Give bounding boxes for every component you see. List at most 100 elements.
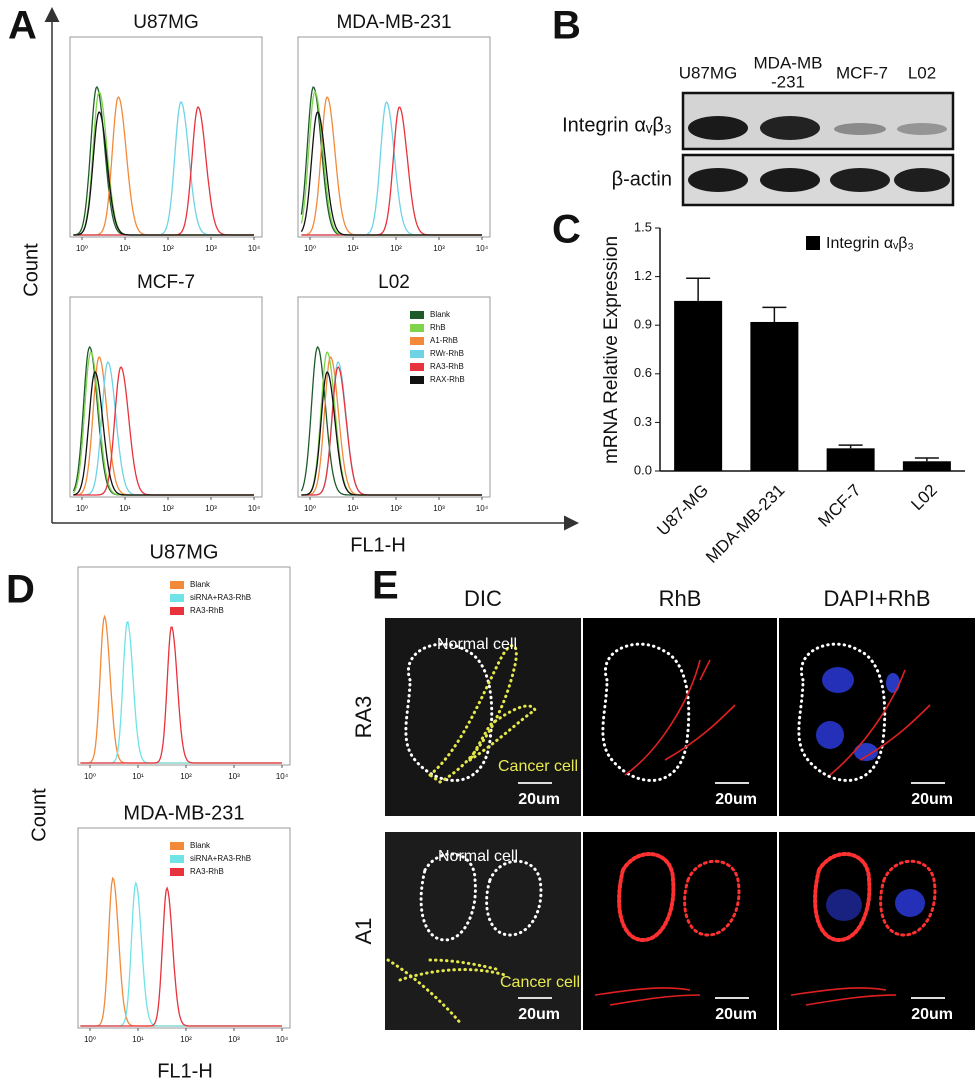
blot-row-label: Integrin αᵥβ₃	[562, 114, 672, 136]
plot-frame	[77, 566, 291, 766]
histogram-curve	[72, 351, 254, 496]
bar	[750, 321, 799, 471]
x-axis-label: FL1-H	[350, 534, 406, 556]
legend-label: Blank	[190, 580, 211, 589]
histogram-curve	[80, 626, 282, 764]
histogram-curve	[301, 371, 482, 496]
x-tick-label: 10¹	[132, 1035, 144, 1044]
x-tick-label: 10⁰	[76, 244, 88, 253]
scale-bar-label: 20um	[715, 791, 757, 808]
bar	[826, 448, 875, 471]
histogram-curve	[80, 886, 282, 1027]
image-annotation: Cancer cell	[498, 758, 578, 775]
plot-frame	[77, 827, 291, 1029]
stain-ring	[683, 859, 741, 937]
x-tick-label: U87-MG	[653, 481, 712, 540]
plot-frame	[297, 296, 491, 498]
stain	[790, 987, 897, 1006]
legend-label: RA3-RhB	[430, 362, 464, 371]
x-tick-label: 10⁰	[304, 504, 316, 513]
histogram-curve	[300, 86, 482, 236]
histogram-curve	[73, 105, 254, 236]
x-tick-label: 10¹	[132, 772, 144, 781]
legend-label: RA3-RhB	[190, 606, 224, 615]
x-tick-label: 10²	[162, 504, 174, 513]
bar	[902, 461, 951, 471]
legend-label: A1-RhB	[430, 336, 458, 345]
column-header: RhB	[659, 586, 702, 611]
y-axis-label: Count	[28, 788, 50, 842]
legend-swatch	[170, 855, 184, 863]
cell-outline	[485, 859, 543, 937]
band	[688, 116, 748, 140]
x-tick-label: 10²	[180, 1035, 192, 1044]
y-tick-label: 0.3	[634, 414, 652, 429]
y-tick-label: 0.9	[634, 317, 652, 332]
histogram-curve	[73, 96, 254, 236]
y-axis-label: mRNA Relative Expression	[601, 236, 622, 464]
legend-swatch	[170, 842, 184, 850]
column-header: DIC	[464, 586, 502, 611]
band	[760, 116, 820, 140]
plot-title: MCF-7	[137, 272, 195, 293]
x-tick-label: 10³	[433, 244, 445, 253]
panel-label: A	[8, 4, 37, 48]
x-tick-label: MDA-MB-231	[702, 481, 788, 567]
bar	[674, 300, 723, 471]
legend-swatch	[410, 311, 424, 319]
image	[779, 832, 975, 1030]
x-tick-label: 10⁴	[476, 244, 489, 253]
y-tick-label: 1.5	[634, 219, 652, 234]
panel-label: C	[552, 208, 581, 252]
y-tick-label: 0.0	[634, 462, 652, 477]
histogram-curve	[72, 345, 254, 496]
micrographs	[385, 618, 975, 1030]
stain	[624, 659, 736, 776]
stain-ring	[617, 852, 676, 943]
x-tick-label: 10²	[180, 772, 192, 781]
legend-swatch	[410, 363, 424, 371]
x-tick-label: 10⁰	[304, 244, 316, 253]
x-tick-label: 10²	[162, 244, 174, 253]
legend-label: RA3-RhB	[190, 867, 224, 876]
lane-label: MCF-7	[836, 63, 888, 82]
x-tick-label: 10⁰	[76, 504, 88, 513]
legend-swatch	[170, 868, 184, 876]
plot-frame	[69, 36, 263, 238]
plot-title: U87MG	[133, 12, 198, 33]
nucleus	[816, 721, 844, 749]
x-tick-label: 10¹	[119, 244, 131, 253]
scale-bar-label: 20um	[518, 791, 560, 808]
scale-bar-label: 20um	[715, 1006, 757, 1023]
histogram-curve	[73, 111, 254, 236]
legend-label: siRNA+RA3-RhB	[190, 593, 251, 602]
plot-title: L02	[378, 272, 410, 293]
histogram-curve	[73, 361, 254, 496]
image	[779, 618, 975, 816]
stain-ring	[879, 859, 937, 937]
plot-frame	[69, 296, 263, 498]
x-tick-label: 10⁴	[248, 504, 261, 513]
legend-label: RhB	[430, 323, 446, 332]
x-tick-label: 10³	[205, 244, 217, 253]
image-annotation: Normal cell	[438, 848, 518, 865]
legend-swatch	[170, 607, 184, 615]
legend-swatch	[806, 236, 820, 250]
histogram-curve	[80, 614, 282, 764]
legend-label: RWr-RhB	[430, 349, 464, 358]
x-tick-label: 10³	[433, 504, 445, 513]
lane-label: L02	[908, 63, 936, 82]
nucleus	[886, 673, 900, 693]
x-tick-label: 10³	[205, 504, 217, 513]
x-tick-label: 10³	[228, 772, 240, 781]
x-tick-label: 10²	[390, 244, 402, 253]
plot-title: U87MG	[150, 541, 219, 563]
scale-bar-label: 20um	[911, 791, 953, 808]
y-tick-label: 1.2	[634, 268, 652, 283]
plot-frame	[297, 36, 491, 238]
histogram-curve	[301, 366, 482, 496]
stain	[594, 987, 701, 1006]
scale-bar-label: 20um	[518, 1006, 560, 1023]
legend-label: RAX-RhB	[430, 375, 465, 384]
